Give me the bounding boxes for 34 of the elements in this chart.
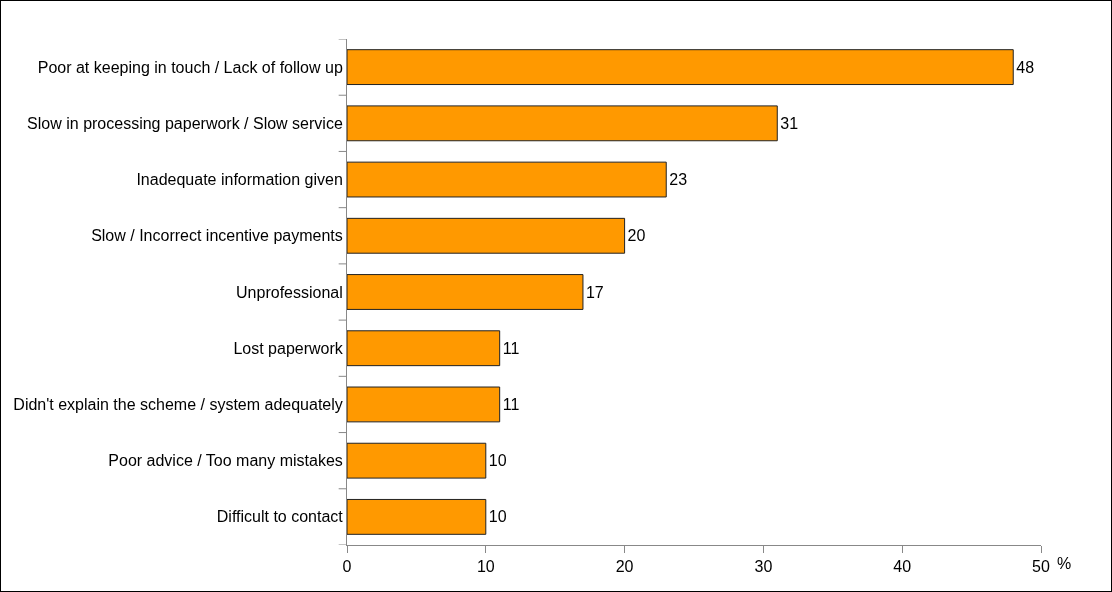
y-tick-label: Didn't explain the scheme / system adequately bbox=[13, 396, 343, 414]
x-tick-label: 10 bbox=[476, 558, 495, 576]
data-label: 31 bbox=[780, 114, 799, 132]
y-tick-label: Poor advice / Too many mistakes bbox=[108, 452, 343, 470]
y-tick-label: Poor at keeping in touch / Lack of follow up bbox=[37, 58, 343, 76]
data-label: 10 bbox=[488, 508, 507, 526]
bar bbox=[347, 49, 1014, 86]
data-label: 11 bbox=[502, 395, 520, 413]
x-tick-label: 40 bbox=[893, 558, 912, 576]
bar bbox=[347, 105, 778, 142]
y-tick-label: Slow / Incorrect incentive payments bbox=[91, 227, 343, 245]
bar bbox=[347, 498, 487, 535]
data-label: 10 bbox=[488, 452, 507, 470]
bar bbox=[347, 217, 626, 254]
y-tick-label: Slow in processing paperwork / Slow service bbox=[27, 114, 343, 132]
y-tick-label: Inadequate information given bbox=[136, 171, 343, 189]
bar bbox=[347, 274, 584, 310]
y-tick-label: Lost paperwork bbox=[233, 339, 344, 357]
bar bbox=[347, 161, 667, 198]
data-label: 48 bbox=[1016, 58, 1035, 76]
data-label: 11 bbox=[502, 339, 520, 357]
x-tick-label: 30 bbox=[754, 558, 773, 576]
x-tick-label: 20 bbox=[615, 558, 634, 576]
y-tick-label: Difficult to contact bbox=[216, 508, 344, 526]
data-label: 20 bbox=[627, 227, 646, 245]
x-tick-label: 50 bbox=[1032, 558, 1050, 576]
x-axis-title: % bbox=[1057, 555, 1072, 572]
data-label: 23 bbox=[669, 171, 688, 189]
bar bbox=[347, 330, 501, 367]
bar bbox=[347, 386, 501, 423]
x-tick-label: 0 bbox=[342, 558, 352, 576]
y-tick-label: Unprofessional bbox=[236, 283, 343, 301]
data-label: 17 bbox=[585, 283, 604, 301]
bar bbox=[347, 442, 487, 479]
